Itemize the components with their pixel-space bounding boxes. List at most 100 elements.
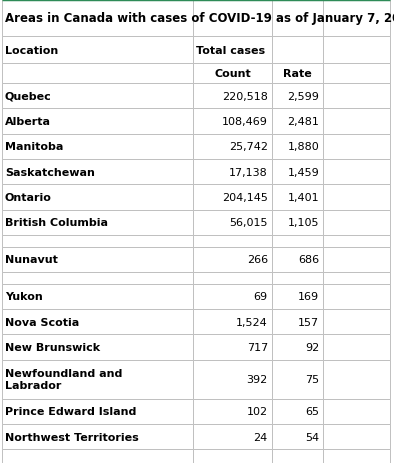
Bar (2, 160, 193, 185)
Text: Manitoba: Manitoba (5, 142, 63, 152)
Bar (323, 424, 390, 450)
Bar (193, 424, 272, 450)
Bar (323, 247, 390, 272)
Bar (2, 335, 193, 360)
Text: British Columbia: British Columbia (5, 218, 108, 228)
Text: 717: 717 (247, 342, 268, 352)
Bar (193, 399, 272, 424)
Bar (2, 360, 193, 399)
Bar (2, 309, 193, 335)
Text: 17,138: 17,138 (229, 167, 268, 177)
Bar (193, 450, 272, 463)
Bar (323, 309, 390, 335)
Text: Nova Scotia: Nova Scotia (5, 317, 79, 327)
Bar (2, 134, 193, 160)
Text: 1,524: 1,524 (236, 317, 268, 327)
Bar (323, 160, 390, 185)
Text: Count: Count (214, 69, 251, 79)
Text: Ontario: Ontario (5, 193, 52, 202)
Text: 25,742: 25,742 (229, 142, 268, 152)
Text: Location: Location (5, 45, 58, 56)
Bar (272, 235, 323, 247)
Text: 1,105: 1,105 (288, 218, 319, 228)
Text: Alberta: Alberta (5, 117, 51, 126)
Bar (323, 134, 390, 160)
Bar (2, 235, 193, 247)
Bar (2, 210, 193, 235)
Bar (193, 335, 272, 360)
Bar (193, 272, 272, 284)
Bar (272, 185, 323, 210)
Bar (2, 399, 193, 424)
Bar (323, 37, 390, 64)
Text: 56,015: 56,015 (229, 218, 268, 228)
Bar (193, 160, 272, 185)
Bar (323, 335, 390, 360)
Bar (323, 64, 390, 84)
Bar (272, 84, 323, 109)
Bar (272, 37, 323, 64)
Text: 1,401: 1,401 (288, 193, 319, 202)
Text: Yukon: Yukon (5, 292, 43, 302)
Bar (272, 284, 323, 309)
Bar (323, 399, 390, 424)
Text: 169: 169 (298, 292, 319, 302)
Text: 157: 157 (298, 317, 319, 327)
Bar (272, 360, 323, 399)
Bar (323, 360, 390, 399)
Bar (272, 64, 323, 84)
Text: 1,880: 1,880 (287, 142, 319, 152)
Bar (193, 84, 272, 109)
Text: 392: 392 (247, 375, 268, 384)
Bar (2, 84, 193, 109)
Bar (193, 247, 272, 272)
Text: 108,469: 108,469 (222, 117, 268, 126)
Text: 92: 92 (305, 342, 319, 352)
Bar (272, 335, 323, 360)
Bar (193, 284, 272, 309)
Text: Total cases: Total cases (196, 45, 265, 56)
Text: 2,599: 2,599 (287, 91, 319, 101)
Bar (193, 109, 272, 134)
Bar (272, 109, 323, 134)
Bar (272, 247, 323, 272)
Bar (2, 185, 193, 210)
Bar (193, 134, 272, 160)
Text: Areas in Canada with cases of COVID-19 as of January 7, 2021: Areas in Canada with cases of COVID-19 a… (5, 12, 394, 25)
Bar (272, 309, 323, 335)
Text: Saskatchewan: Saskatchewan (5, 167, 95, 177)
Bar (2, 64, 193, 84)
Bar (323, 284, 390, 309)
Text: 24: 24 (254, 432, 268, 442)
Text: Rate: Rate (283, 69, 312, 79)
Text: Quebec: Quebec (5, 91, 52, 101)
Bar (193, 235, 272, 247)
Bar (2, 247, 193, 272)
Text: 220,518: 220,518 (222, 91, 268, 101)
Bar (193, 64, 272, 84)
Text: New Brunswick: New Brunswick (5, 342, 100, 352)
Bar (323, 84, 390, 109)
Text: 69: 69 (254, 292, 268, 302)
Text: 65: 65 (305, 407, 319, 416)
Bar (2, 450, 193, 463)
Bar (272, 272, 323, 284)
Bar (272, 134, 323, 160)
Bar (193, 309, 272, 335)
Bar (272, 424, 323, 450)
Bar (272, 160, 323, 185)
Bar (323, 0, 390, 37)
Bar (193, 37, 272, 64)
Bar (323, 235, 390, 247)
Bar (2, 284, 193, 309)
Bar (323, 450, 390, 463)
Text: 102: 102 (247, 407, 268, 416)
Bar (272, 0, 323, 37)
Text: Nunavut: Nunavut (5, 255, 58, 265)
Text: 266: 266 (247, 255, 268, 265)
Bar (323, 109, 390, 134)
Bar (193, 210, 272, 235)
Text: Prince Edward Island: Prince Edward Island (5, 407, 136, 416)
Bar (323, 185, 390, 210)
Bar (272, 399, 323, 424)
